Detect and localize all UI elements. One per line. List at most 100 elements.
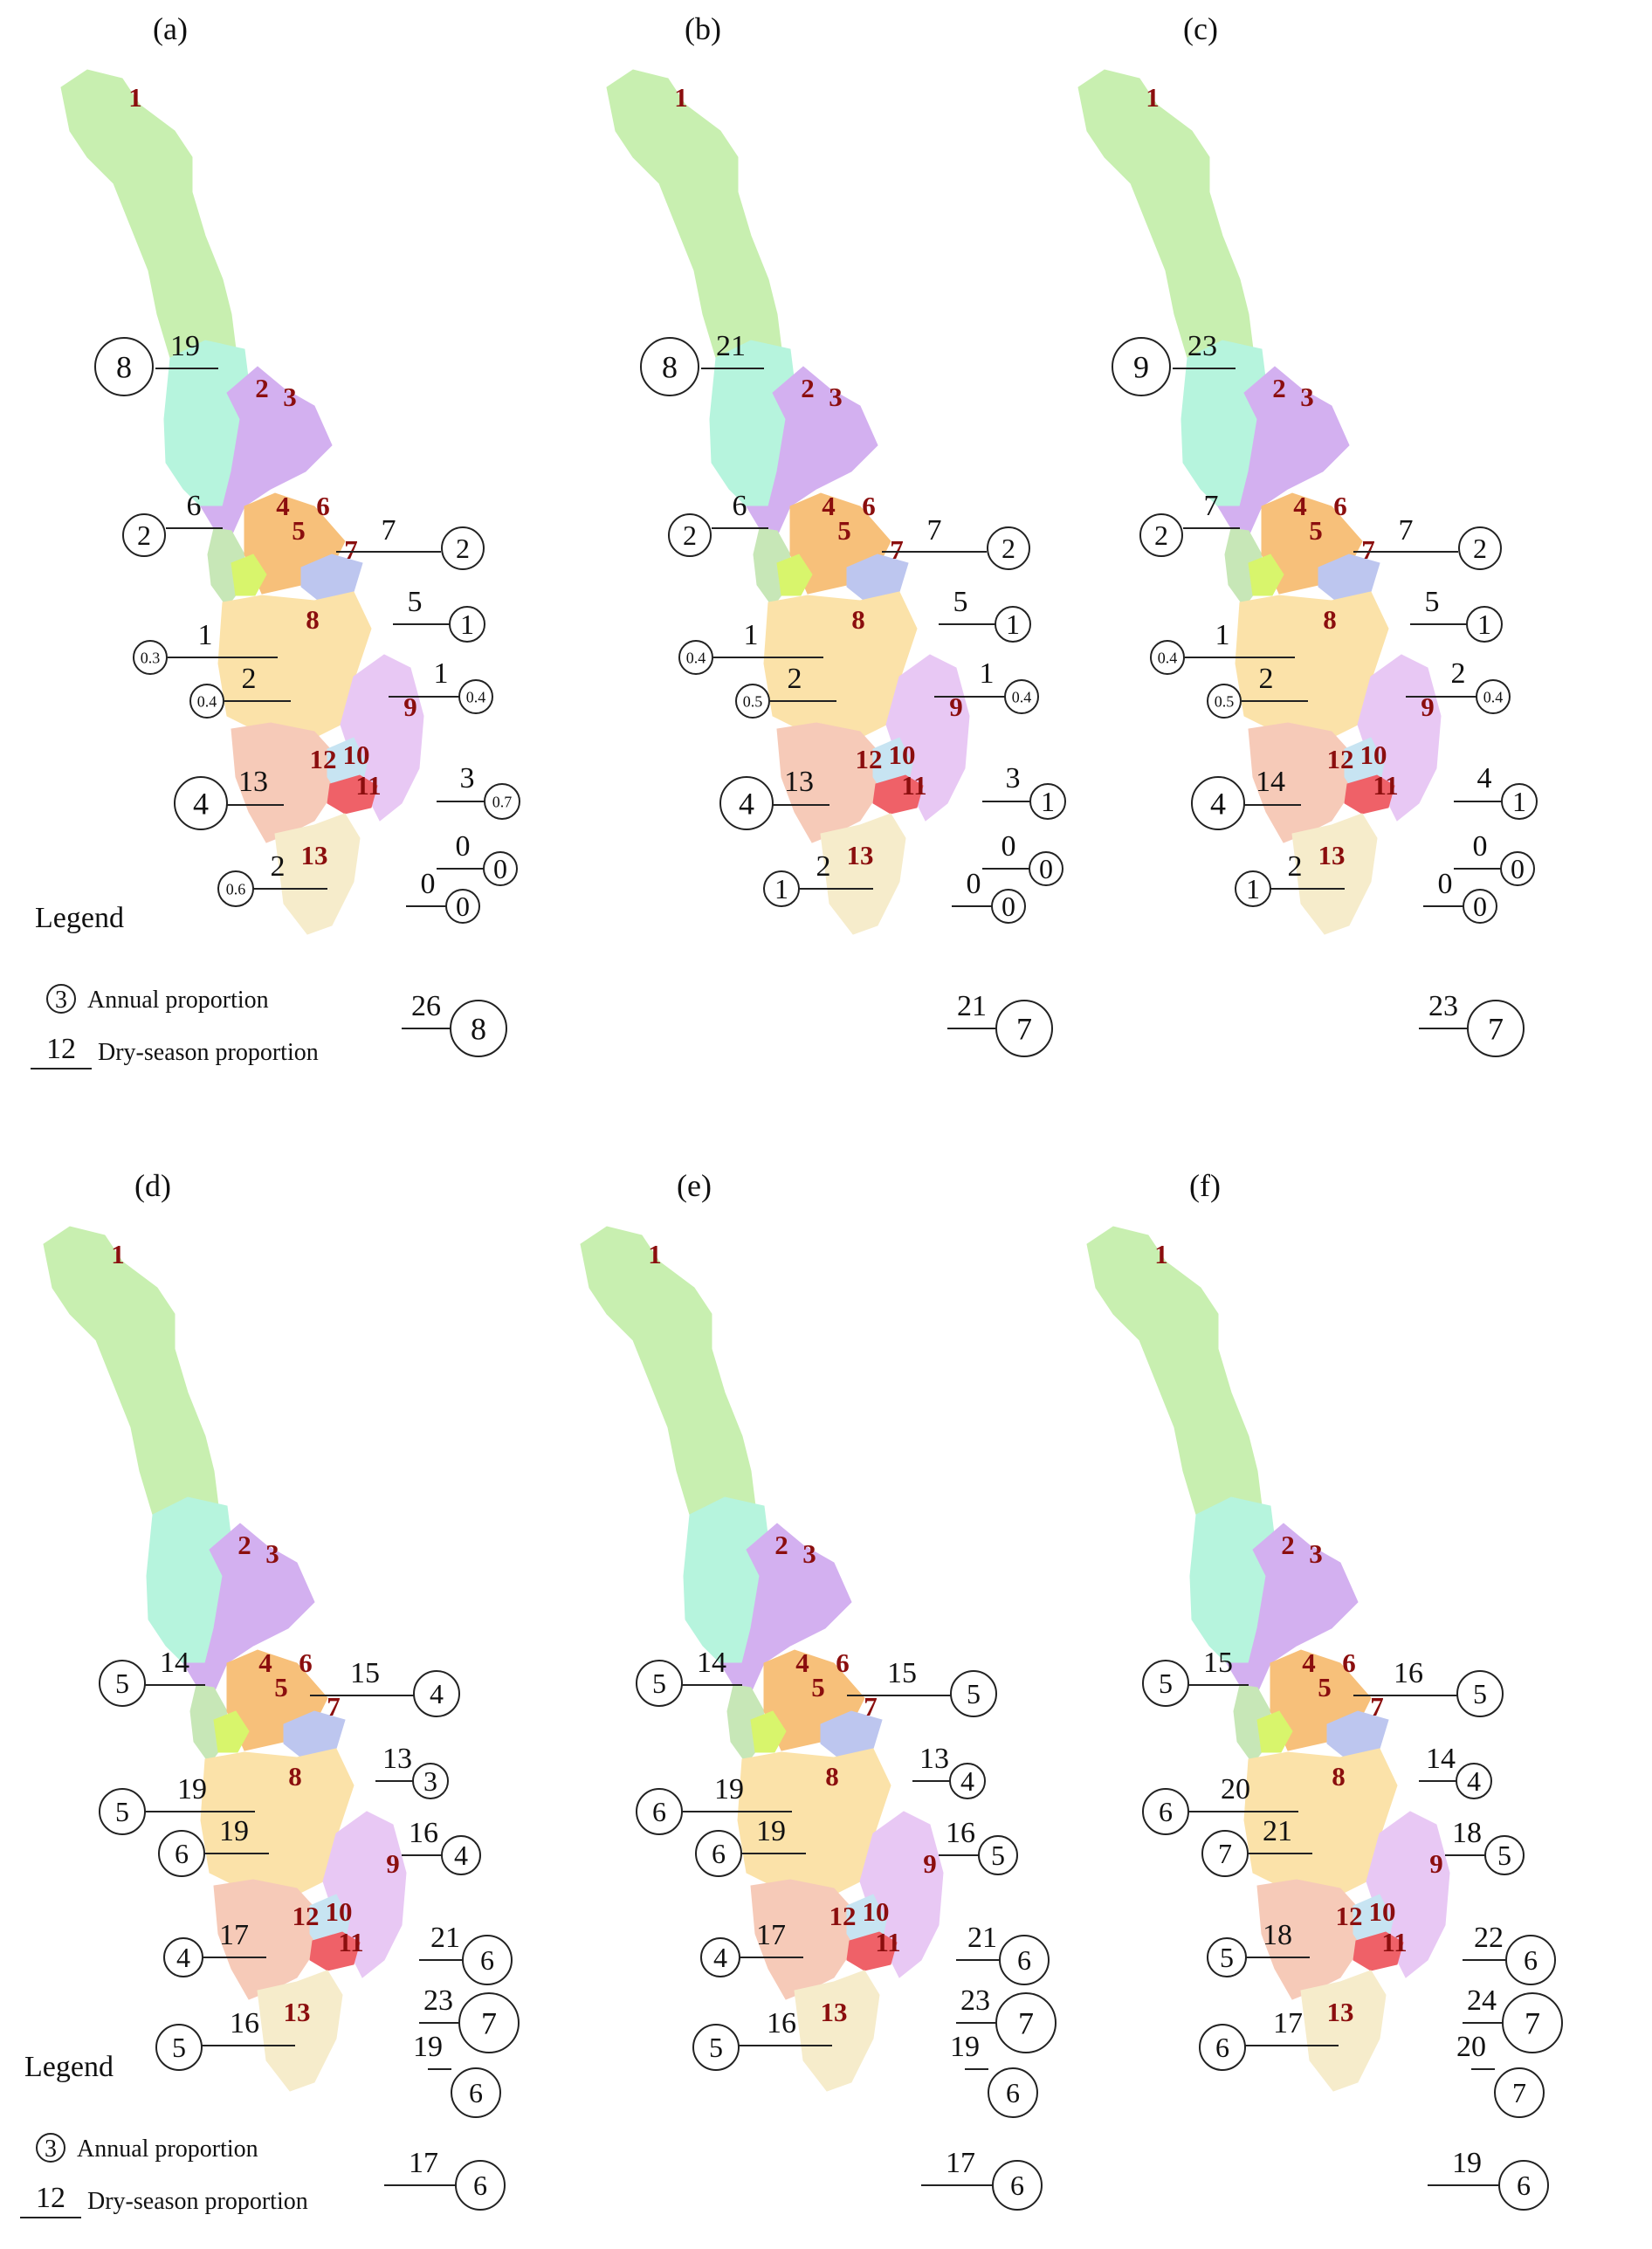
region-number-5: 5 <box>274 1672 288 1702</box>
dry-season-proportion: 19 <box>413 2031 443 2063</box>
region-number-12: 12 <box>310 744 337 774</box>
annual-proportion: 0.4 <box>1483 688 1504 705</box>
annual-proportion: 4 <box>1210 787 1226 822</box>
annotation-region-7: 16 5 <box>939 1817 1018 1875</box>
annotation-region-2: 15 5 <box>1142 1647 1249 1707</box>
annual-proportion: 7 <box>1512 2077 1526 2108</box>
region-number-2: 2 <box>1272 373 1286 403</box>
annual-proportion: 6 <box>1159 1796 1173 1827</box>
dry-season-proportion: 14 <box>697 1647 726 1679</box>
annual-proportion-circle <box>763 870 800 907</box>
annotation-region-11: 20 7 <box>1456 2031 1545 2118</box>
dry-season-proportion: 1 <box>1215 619 1230 651</box>
dry-season-proportion: 3 <box>460 762 475 794</box>
region-number-7: 7 <box>1361 534 1375 565</box>
dry-season-proportion: 0 <box>1438 868 1453 900</box>
region-number-9: 9 <box>403 691 417 722</box>
annotation-region-8: 17 4 <box>163 1919 266 1977</box>
annotation-region-2: 62 <box>668 490 768 557</box>
region-number-10: 10 <box>863 1896 890 1927</box>
region-number-12: 12 <box>856 744 883 774</box>
region-number-10: 10 <box>343 739 370 770</box>
dry-season-proportion: 26 <box>411 990 441 1022</box>
annual-proportion-circle <box>949 1763 986 1799</box>
region-number-6: 6 <box>299 1647 313 1678</box>
annotation-region-8: 13 4 <box>174 766 284 830</box>
annotation-region-10: 00 <box>1454 830 1535 886</box>
dry-season-proportion: 6 <box>733 490 747 522</box>
dry-season-proportion: 1 <box>198 619 213 651</box>
annotation-region-11: 00 <box>406 868 480 924</box>
region-number-7: 7 <box>890 534 904 565</box>
dry-season-proportion: 15 <box>350 1657 380 1689</box>
annual-proportion-circle <box>1502 1992 1563 2053</box>
annotation-region-13: 21 7 <box>947 990 1053 1057</box>
annual-proportion-circle <box>1484 1835 1525 1875</box>
annual-proportion-circle <box>441 1835 481 1875</box>
annual-proportion-circle <box>1004 679 1039 714</box>
dry-season-proportion: 19 <box>756 1815 786 1847</box>
panel-label: (d) <box>134 1168 171 1203</box>
region-number-5: 5 <box>292 515 306 546</box>
annual-proportion-circle <box>995 1992 1057 2053</box>
legend-annual-circle <box>46 984 76 1014</box>
annual-proportion: 0.4 <box>1158 649 1178 666</box>
annual-proportion: 6 <box>469 2077 483 2108</box>
annual-proportion: 2 <box>683 519 697 551</box>
dry-season-proportion: 3 <box>1006 762 1021 794</box>
region-number-9: 9 <box>386 1848 400 1879</box>
annual-proportion: 0.3 <box>141 649 161 666</box>
annual-proportion: 5 <box>1473 1678 1487 1709</box>
annual-proportion-circle <box>1500 851 1535 886</box>
region-number-10: 10 <box>1360 739 1387 770</box>
annual-proportion: 1 <box>1477 609 1491 640</box>
region-number-3: 3 <box>829 382 843 412</box>
dry-season-proportion: 4 <box>1477 762 1492 794</box>
legend-title: Legend <box>24 2051 114 2083</box>
annotation-region-6: 13 3 <box>375 1743 449 1799</box>
legend-annual-sample: 3 <box>55 987 67 1014</box>
annual-proportion-circle <box>1494 2067 1545 2118</box>
annual-proportion-circle <box>133 640 168 675</box>
annotation-region-7: 16 4 <box>402 1817 481 1875</box>
dry-season-proportion: 7 <box>1204 490 1219 522</box>
annotation-region-9: 30.7 <box>437 762 520 820</box>
annual-proportion: 2 <box>1002 533 1015 564</box>
annual-proportion: 6 <box>473 2170 487 2201</box>
annual-proportion-circle <box>988 2067 1038 2118</box>
annual-proportion: 4 <box>193 787 209 822</box>
dry-season-proportion: 1 <box>744 619 759 651</box>
annotation-region-4: 10.4 <box>678 619 823 675</box>
annual-proportion-circle <box>94 337 154 396</box>
annual-proportion-circle <box>1463 889 1497 924</box>
dry-season-proportion: 6 <box>187 490 202 522</box>
panel-label: (f) <box>1189 1168 1221 1203</box>
annotation-region-5: 20.4 <box>189 663 291 719</box>
annotation-region-5: 19 6 <box>158 1815 269 1877</box>
annotation-region-11: 19 6 <box>413 2031 501 2118</box>
region-number-13: 13 <box>284 1997 311 2027</box>
annotation-region-1: 19 8 <box>94 330 218 396</box>
region-number-3: 3 <box>283 382 297 412</box>
annual-proportion: 4 <box>1467 1765 1481 1797</box>
dry-season-proportion: 0 <box>421 868 436 900</box>
annotation-region-6: 13 4 <box>912 1743 986 1799</box>
annual-proportion: 0.5 <box>1215 692 1235 710</box>
region-number-11: 11 <box>1373 770 1398 801</box>
dry-season-proportion: 17 <box>946 2147 975 2179</box>
annual-proportion: 4 <box>739 787 754 822</box>
dry-season-proportion: 7 <box>1399 514 1414 547</box>
dry-season-proportion: 19 <box>170 330 200 362</box>
region-number-4: 4 <box>276 491 290 521</box>
annual-proportion-circle <box>1456 1670 1504 1717</box>
region-number-8: 8 <box>825 1761 839 1792</box>
annotation-region-7: 10.4 <box>389 657 493 714</box>
region-number-13: 13 <box>301 840 328 870</box>
annual-proportion-circle <box>999 1935 1050 1985</box>
